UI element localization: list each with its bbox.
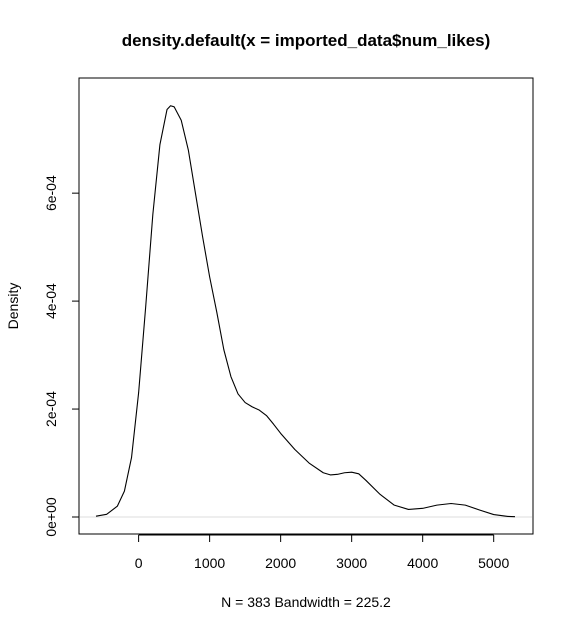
y-tick-label: 0e+00 — [43, 497, 59, 537]
series-layer — [95, 105, 516, 518]
y-tick-label: 2e-04 — [43, 391, 59, 427]
density-curve — [95, 105, 516, 518]
x-tick-label: 1000 — [194, 555, 225, 571]
x-tick-label: 5000 — [478, 555, 509, 571]
y-axis-label: Density — [5, 283, 21, 330]
x-axis-label: N = 383 Bandwidth = 225.2 — [221, 594, 391, 610]
x-tick-label: 0 — [135, 555, 143, 571]
plot-frame — [78, 77, 534, 535]
y-tick-label: 4e-04 — [43, 283, 59, 319]
y-tick-label: 6e-04 — [43, 175, 59, 211]
y-axis: 0e+00 2e-04 4e-04 6e-04 — [43, 175, 80, 537]
x-tick-label: 4000 — [407, 555, 438, 571]
x-axis: 0 1000 2000 3000 4000 5000 — [135, 534, 509, 571]
x-tick-label: 3000 — [336, 555, 367, 571]
chart-title: density.default(x = imported_data$num_li… — [122, 31, 491, 50]
x-tick-label: 2000 — [265, 555, 296, 571]
